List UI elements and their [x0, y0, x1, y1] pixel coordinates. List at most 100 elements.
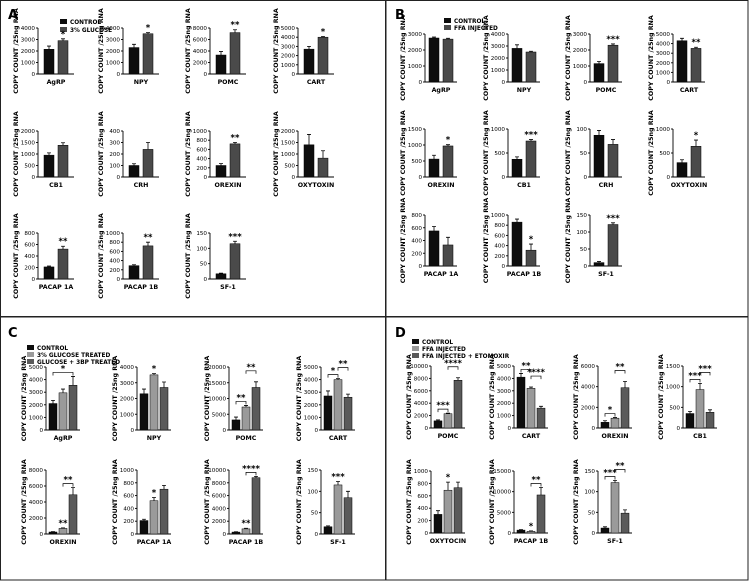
error-bar — [146, 241, 150, 246]
bar — [215, 165, 227, 178]
y-tick-label: 1000 — [497, 414, 512, 420]
x-axis-label: CART — [329, 435, 348, 442]
panel-d-frame — [385, 316, 749, 581]
y-tick-label: 600 — [417, 494, 428, 500]
x-axis-label: POMC — [596, 87, 617, 94]
bar — [453, 380, 463, 429]
y-tick-label: 200 — [494, 254, 505, 260]
y-axis-label: COPY COUNT /25ng RNA — [112, 356, 119, 442]
error-bar — [152, 373, 156, 375]
y-tick-label: 600 — [196, 147, 207, 153]
x-axis-label: SF-1 — [607, 538, 623, 545]
bar — [139, 393, 149, 431]
y-tick-label: 0 — [676, 426, 680, 432]
error-bar — [71, 376, 75, 386]
bar — [48, 531, 58, 535]
y-tick-label: 0 — [507, 531, 511, 537]
significance-label: **** — [444, 359, 462, 369]
y-axis-label: COPY COUNT /25ng RNA — [400, 15, 407, 101]
y-tick-label: 3000 — [106, 38, 121, 44]
significance-label: * — [446, 473, 451, 483]
y-tick-label: 600 — [123, 494, 134, 500]
y-tick-label: 4000 — [21, 26, 36, 32]
error-bar — [336, 378, 340, 380]
significance-bracket — [614, 469, 626, 473]
chart-a-crh: 0 100 200 300 400 COPY COUNT /25ng RNA CRH — [98, 111, 159, 197]
y-axis-label: COPY COUNT /25ng RNA — [400, 198, 407, 284]
error-bar — [694, 139, 698, 147]
error-bar — [321, 150, 325, 159]
error-bar — [515, 44, 519, 49]
y-tick-label: 6000 — [29, 484, 44, 490]
bar — [229, 243, 241, 280]
significance-bracket — [437, 408, 449, 413]
error-bar — [132, 264, 136, 266]
significance-label: ** — [247, 363, 256, 373]
error-bar — [688, 411, 692, 414]
bar — [57, 40, 69, 75]
x-axis-label: PACAP 1B — [124, 284, 159, 291]
significance-bracket — [52, 372, 74, 376]
bar — [58, 528, 68, 535]
significance-label: *** — [603, 469, 617, 479]
x-axis-label: CRH — [134, 182, 149, 189]
bar — [607, 44, 619, 83]
bar — [600, 422, 610, 429]
x-axis-label: OREXIN — [428, 182, 455, 189]
legend-swatch-3bp — [27, 359, 34, 364]
y-tick-label: 4000 — [414, 401, 429, 407]
panel-a-letter: A — [8, 8, 18, 23]
significance-bracket — [447, 366, 459, 370]
error-bar — [307, 46, 311, 50]
legend-label-ffa: FFA INJECTED — [454, 26, 498, 32]
y-tick-label: 0 — [507, 426, 511, 432]
y-tick-label: 50 — [200, 262, 208, 268]
y-tick-label: 5000 — [304, 365, 319, 371]
bar — [511, 48, 523, 83]
error-bar — [539, 405, 543, 409]
y-tick-label: 2000 — [281, 54, 296, 60]
y-tick-label: 100 — [584, 490, 595, 496]
y-tick-label: 1000 — [281, 63, 296, 69]
y-tick-label: 0 — [583, 80, 587, 86]
y-tick-label: 3000 — [497, 389, 512, 395]
error-bar — [219, 51, 223, 56]
y-tick-label: 0 — [222, 532, 226, 538]
bar — [159, 488, 169, 535]
y-axis-label: COPY COUNT /25ng RNA — [13, 8, 20, 94]
bar — [593, 262, 605, 267]
y-tick-label: 10000 — [493, 490, 511, 496]
y-tick-label: 0 — [116, 175, 120, 181]
legend-label-glucose: 3% GLUCOSE TREATED — [37, 353, 110, 359]
significance-label: **** — [242, 464, 260, 474]
y-tick-label: 200 — [109, 152, 120, 158]
error-bar — [603, 420, 607, 423]
error-bar — [446, 144, 450, 146]
y-tick-label: 0 — [314, 428, 318, 434]
error-bar — [436, 419, 440, 421]
y-tick-label: 0 — [222, 428, 226, 434]
y-tick-label: 0 — [501, 80, 505, 86]
chart-a-pacap-1a: 0 200 400 600 800 COPY COUNT /25ng RNA PACAP 1… — [13, 213, 74, 299]
y-tick-label: 1000 — [21, 61, 36, 67]
y-tick-label: 0 — [314, 532, 318, 538]
bar — [620, 387, 630, 429]
y-tick-label: 1000 — [29, 415, 44, 421]
error-bar — [219, 272, 223, 274]
x-axis-label: AgRP — [47, 79, 66, 86]
error-bar — [152, 497, 156, 501]
y-tick-label: 1000 — [120, 412, 135, 418]
y-tick-label: 2000 — [120, 397, 135, 403]
y-tick-label: 2000 — [29, 403, 44, 409]
error-bar — [456, 377, 460, 381]
significance-label: **** — [527, 368, 545, 378]
bar — [525, 51, 537, 83]
error-bar — [142, 518, 146, 521]
significance-label: ** — [231, 134, 240, 144]
